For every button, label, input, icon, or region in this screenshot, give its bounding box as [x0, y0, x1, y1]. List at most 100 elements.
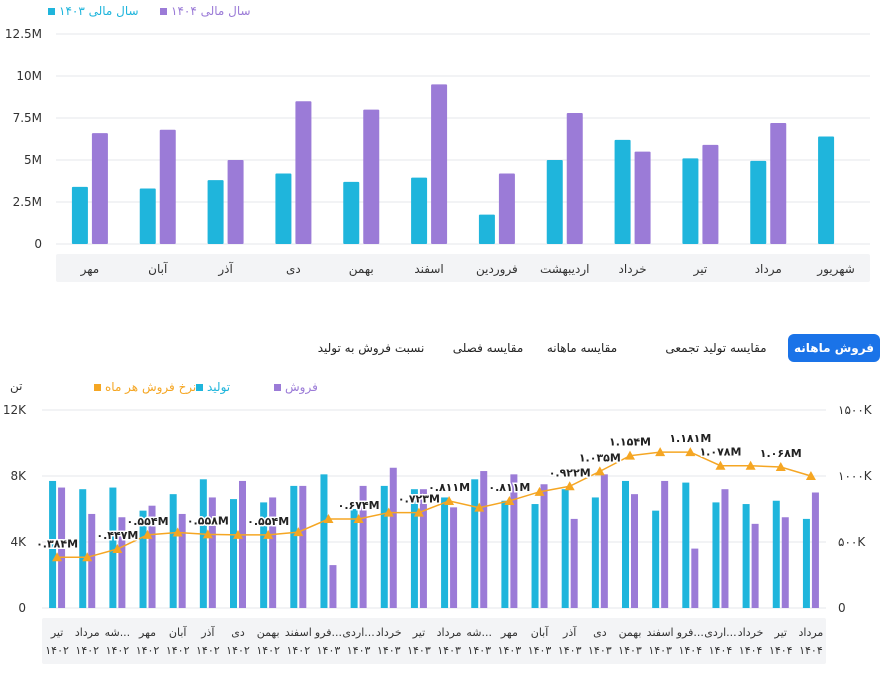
y-tick-label: 2.5M — [13, 195, 42, 209]
bar-sales — [329, 565, 337, 608]
legend-swatch — [196, 383, 203, 391]
bar-sales — [781, 517, 789, 608]
x-tick-label: تیر — [693, 262, 708, 277]
x-tick-month: مهر — [138, 626, 156, 639]
bar-production — [169, 494, 177, 608]
rate-point — [775, 462, 786, 472]
bar-1403 — [546, 160, 563, 244]
tab-monthly-sales[interactable]: فروش ماهانه — [788, 334, 880, 362]
bar-1403 — [682, 158, 699, 244]
rate-line — [57, 451, 812, 559]
bar-sales — [480, 471, 488, 608]
tab-sales-to-production[interactable]: نسبت فروش به تولید — [317, 341, 425, 355]
top-legend-item-1403[interactable]: سال مالی ۱۴۰۳ — [48, 4, 139, 18]
x-tick-month: اردی... — [342, 626, 374, 639]
bar-production — [109, 487, 117, 608]
bar-production — [49, 480, 57, 608]
bar-sales — [178, 513, 186, 608]
x-tick-year: ۱۴۰۲ — [226, 644, 250, 657]
bar-sales — [118, 517, 126, 608]
bar-production — [531, 504, 539, 608]
bar-sales — [510, 474, 518, 608]
x-tick-year: ۱۴۰۴ — [739, 644, 763, 657]
x-tick-year: ۱۴۰۳ — [498, 644, 522, 657]
tab-seasonal-comparison[interactable]: مقایسه فصلی — [452, 341, 524, 355]
rate-point — [323, 514, 334, 524]
rate-point — [625, 450, 635, 460]
legend-swatch — [160, 7, 167, 15]
bar-production — [320, 474, 328, 608]
x-tick-label: آبان — [148, 261, 168, 276]
bar-production — [199, 479, 207, 608]
bar-production — [380, 485, 388, 608]
bottom-legend-production[interactable]: تولید — [196, 380, 230, 394]
legend-swatch — [48, 7, 55, 15]
bottom-legend-sales[interactable]: فروش — [274, 380, 318, 394]
bar-1404 — [431, 84, 448, 245]
bar-1404 — [363, 109, 380, 244]
bar-sales — [661, 480, 669, 608]
rate-point — [745, 460, 756, 470]
x-tick-month: اسفند — [647, 626, 674, 639]
right-y-tick-label: ۵۰۰K — [838, 535, 866, 549]
bar-production — [561, 489, 569, 608]
right-y-tick-label: ۱۵۰۰K — [838, 403, 873, 417]
x-tick-label: فروردین — [476, 262, 518, 277]
bar-sales — [691, 548, 699, 608]
x-tick-year: ۱۴۰۳ — [558, 644, 582, 657]
rate-point — [353, 514, 364, 524]
monthly-sales-combo-chart: تن 0 4K 8K 12K 0 ۵۰۰K ۱۰۰۰K ۱۵۰۰K تیر ۱۴۰۲ مرداد ۱۴۰… — [3, 379, 873, 664]
rate-data-label: ۰.۳۸۴M — [36, 537, 78, 550]
left-y-tick-label: 8K — [10, 469, 27, 483]
right-y-tick-label: 0 — [838, 601, 846, 615]
x-tick-year: ۱۴۰۳ — [317, 644, 341, 657]
bar-1404 — [702, 144, 719, 244]
bar-production — [712, 502, 720, 608]
bar-sales — [419, 489, 427, 608]
rate-point — [594, 466, 605, 476]
bar-production — [230, 499, 237, 608]
x-axis-band — [42, 618, 826, 664]
x-tick-month: تیر — [50, 626, 63, 639]
bar-sales — [58, 487, 66, 608]
bar-sales — [721, 489, 729, 608]
x-tick-year: ۱۴۰۲ — [256, 644, 280, 657]
x-tick-year: ۱۴۰۲ — [196, 644, 220, 657]
rate-point — [263, 529, 274, 539]
x-tick-year: ۱۴۰۴ — [678, 644, 702, 657]
x-tick-label: اردیبهشت — [540, 262, 589, 277]
bar-1404 — [91, 133, 108, 244]
rate-point — [504, 495, 515, 505]
rate-point — [172, 527, 183, 537]
bar-sales — [269, 497, 277, 608]
top-legend-item-1404[interactable]: سال مالی ۱۴۰۴ — [160, 4, 251, 18]
x-tick-year: ۱۴۰۴ — [769, 644, 793, 657]
y-tick-label: 10M — [16, 69, 42, 83]
tab-cumulative-production[interactable]: مقایسه تولید تجمعی — [665, 341, 767, 355]
rate-data-label: ۰.۵۵۸M — [187, 514, 229, 527]
x-tick-year: ۱۴۰۳ — [467, 644, 491, 657]
x-tick-month: اسفند — [285, 626, 312, 639]
x-tick-month: فرو... — [314, 626, 342, 639]
bar-production — [79, 489, 87, 608]
x-tick-month: آبان — [169, 625, 187, 639]
bar-sales — [299, 485, 307, 608]
x-tick-month: آبان — [531, 625, 549, 639]
x-tick-month: مرداد — [799, 626, 824, 639]
bar-production — [139, 510, 147, 608]
bar-sales — [751, 523, 759, 608]
rate-data-label: ۰.۶۷۴M — [338, 499, 380, 512]
tab-monthly-comparison[interactable]: مقایسه ماهانه — [546, 341, 618, 355]
bar-1404 — [498, 173, 515, 244]
y-tick-label: 12.5M — [5, 27, 42, 41]
bar-production — [742, 504, 750, 608]
bar-1403 — [343, 181, 360, 244]
x-tick-month: مرداد — [437, 626, 462, 639]
bottom-legend-rate[interactable]: نرخ فروش هر ماه — [94, 380, 196, 394]
rate-point — [715, 460, 726, 470]
x-tick-month: فرو... — [676, 626, 704, 639]
x-tick-year: ۱۴۰۳ — [588, 644, 612, 657]
rate-data-label: ۰.۴۴۷M — [96, 529, 138, 542]
rate-point — [474, 502, 485, 512]
x-tick-year: ۱۴۰۲ — [136, 644, 160, 657]
